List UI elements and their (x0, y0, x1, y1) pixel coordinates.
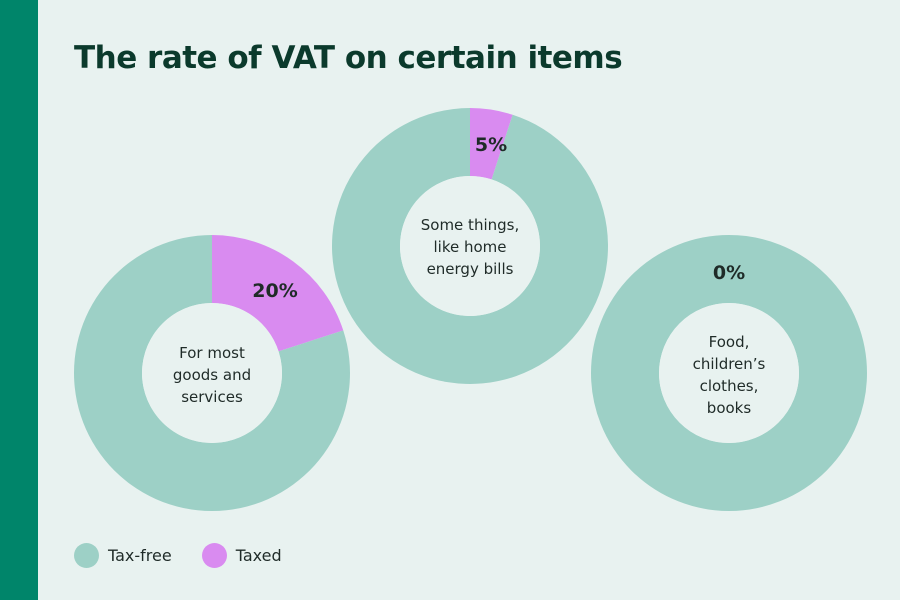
legend-label-tax-free: Tax-free (108, 546, 172, 565)
chart-title: The rate of VAT on certain items (74, 40, 623, 76)
donut-1-slice-tax-free (74, 235, 351, 511)
donut-2-rate-label: 5% (475, 134, 507, 156)
legend-item-taxed: Taxed (201, 543, 282, 568)
donut-2-hole (400, 176, 540, 316)
legend-swatch-taxed (201, 543, 227, 568)
donut-1-rate-label: 20% (252, 280, 297, 302)
donut-2-slice-taxed (470, 108, 513, 180)
donut-1-slice-taxed (212, 235, 344, 352)
donut-1-category-label: For most goods and services (173, 344, 251, 406)
donut-2-slice-tax-free (331, 108, 608, 384)
legend-label-taxed: Taxed (235, 546, 282, 565)
donut-3-rate-label: 0% (713, 262, 745, 284)
donut-3-slice-tax-free (591, 235, 867, 511)
donut-3-hole (659, 303, 799, 443)
legend-item-tax-free: Tax-free (74, 543, 172, 568)
accent-bar (0, 0, 38, 600)
donut-1-hole (142, 303, 282, 443)
donut-2-category-label: Some things, like home energy bills (421, 216, 519, 278)
donut-3-category-label: Food, children’s clothes, books (693, 333, 766, 417)
legend-swatch-tax-free (74, 543, 99, 568)
legend: Tax-free Taxed (74, 543, 312, 568)
